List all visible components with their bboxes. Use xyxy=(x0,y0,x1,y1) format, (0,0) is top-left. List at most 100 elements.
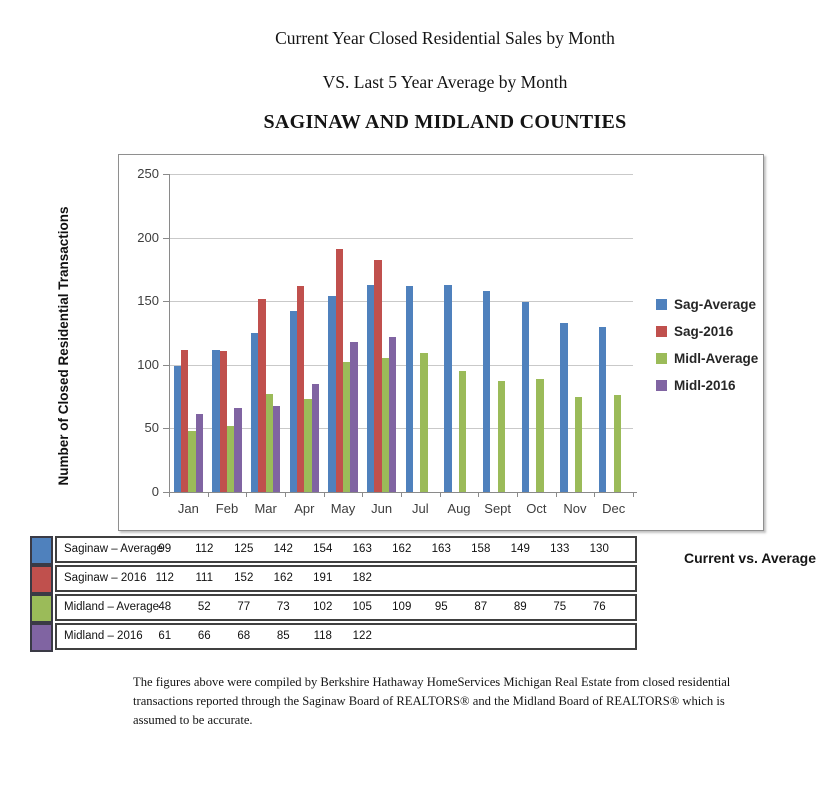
legend-item: Midl-Average xyxy=(656,345,758,372)
x-axis-tick xyxy=(207,493,209,497)
value-cell: 125 xyxy=(234,543,254,555)
bar-sag-average xyxy=(444,284,452,492)
value-cell: 105 xyxy=(352,601,372,613)
x-axis-tick xyxy=(246,493,248,497)
value-cell: 76 xyxy=(592,601,606,613)
value-cell: 149 xyxy=(510,543,530,555)
value-cell: 73 xyxy=(276,601,290,613)
bar-sag-average xyxy=(598,326,607,492)
table-row: Saginaw – Average 99 112 125 142 154 163 162 163… xyxy=(55,536,637,563)
bar-midl-average xyxy=(536,378,544,492)
value-cell: 77 xyxy=(237,601,251,613)
value-cell: 75 xyxy=(553,601,567,613)
value-cell: 48 xyxy=(158,601,172,613)
bar-sag-average xyxy=(405,285,413,492)
bar-sag-average xyxy=(250,333,259,492)
page-title-line1: Current Year Closed Residential Sales by… xyxy=(275,28,615,48)
x-axis-tick xyxy=(362,493,364,497)
row-label: Saginaw – Average xyxy=(64,543,163,555)
y-tick-label: 200 xyxy=(137,230,159,245)
legend-item: Sag-Average xyxy=(656,291,758,318)
page-title-line3: SAGINAW AND MIDLAND COUNTIES xyxy=(263,111,627,133)
y-axis-tick xyxy=(163,365,169,366)
bar-sag-average xyxy=(289,311,297,492)
bar-sag-2016 xyxy=(296,285,305,492)
x-tick-label: Jan xyxy=(177,501,199,516)
value-cell: 112 xyxy=(155,572,174,584)
value-cell: 89 xyxy=(513,601,527,613)
value-cell: 112 xyxy=(195,543,214,555)
value-cell: 191 xyxy=(313,572,333,584)
bar-midl-average xyxy=(304,399,312,492)
bar-midl-average xyxy=(613,395,622,492)
bar-midl-2016 xyxy=(311,383,320,492)
y-axis-tick xyxy=(163,301,169,302)
x-tick-label: Aug xyxy=(447,501,471,516)
x-tick-label: May xyxy=(330,501,356,516)
value-cell: 122 xyxy=(352,630,372,642)
x-axis-tick xyxy=(169,493,170,497)
x-axis-tick xyxy=(594,493,596,497)
bar-sag-average xyxy=(328,296,336,492)
bar-midl-average xyxy=(188,430,196,492)
table-row: Midland – 2016 61 66 68 85 118 122 xyxy=(55,623,637,650)
bar-midl-average xyxy=(227,425,235,492)
table-row: Midland – Average 48 52 77 73 102 105 109 95 87 89… xyxy=(55,594,637,621)
value-cell: 130 xyxy=(589,543,609,555)
legend-label: Midl-Average xyxy=(674,351,759,366)
value-cell: 99 xyxy=(158,543,172,555)
data-table: Saginaw – Average 99 112 125 142 154 163 162 163… xyxy=(0,536,840,654)
y-axis-line xyxy=(169,174,170,492)
legend-color-swatch xyxy=(656,326,667,337)
chart-caption: Current vs. Average xyxy=(683,550,816,566)
legend-color-swatch xyxy=(656,299,667,310)
series-color-swatch xyxy=(30,536,53,565)
value-cell: 182 xyxy=(352,572,372,584)
legend: Sag-Average Sag-2016 Midl-Average Midl-2016 xyxy=(656,291,758,399)
value-cell: 118 xyxy=(313,630,332,642)
row-label: Saginaw – 2016 xyxy=(64,572,147,584)
y-tick-label: 100 xyxy=(137,357,159,372)
x-axis-tick xyxy=(633,493,634,497)
legend-label: Midl-2016 xyxy=(674,378,736,393)
x-axis-line xyxy=(165,492,637,493)
gridline xyxy=(169,365,633,366)
bar-midl-average xyxy=(459,371,467,492)
gridline xyxy=(169,238,633,239)
series-color-swatch xyxy=(30,565,53,594)
x-tick-label: Oct xyxy=(526,501,547,516)
x-tick-label: Feb xyxy=(215,501,239,516)
value-cell: 111 xyxy=(195,572,213,584)
page-title-line2: VS. Last 5 Year Average by Month xyxy=(322,72,568,92)
bar-sag-2016 xyxy=(374,260,382,492)
value-cell: 158 xyxy=(471,543,491,555)
value-cell: 66 xyxy=(197,630,211,642)
y-axis-title: Number of Closed Residential Transaction… xyxy=(56,206,71,486)
value-cell: 102 xyxy=(313,601,333,613)
x-axis-tick xyxy=(285,493,286,497)
bar-midl-2016 xyxy=(195,414,204,492)
legend-item: Sag-2016 xyxy=(656,318,758,345)
x-axis-tick xyxy=(439,493,441,497)
y-tick-label: 0 xyxy=(151,484,159,499)
value-cell: 133 xyxy=(550,543,570,555)
bar-sag-average xyxy=(521,302,529,492)
row-label: Midland – Average xyxy=(64,601,160,613)
value-cell: 154 xyxy=(313,543,333,555)
x-axis-tick xyxy=(401,493,402,497)
x-tick-label: Nov xyxy=(563,501,587,516)
bar-midl-2016 xyxy=(273,405,281,492)
legend-color-swatch xyxy=(656,380,667,391)
y-axis-tick xyxy=(163,238,169,239)
series-color-swatch xyxy=(30,623,53,652)
x-axis-tick xyxy=(555,493,557,497)
bar-sag-2016 xyxy=(219,350,227,492)
bar-midl-average xyxy=(343,362,351,492)
row-label: Midland – 2016 xyxy=(64,630,143,642)
bar-midl-2016 xyxy=(389,336,397,492)
bar-sag-average xyxy=(482,291,491,492)
bar-midl-average xyxy=(575,396,583,492)
value-cell: 162 xyxy=(273,572,293,584)
legend-item: Midl-2016 xyxy=(656,372,758,399)
series-color-swatch xyxy=(30,594,53,623)
